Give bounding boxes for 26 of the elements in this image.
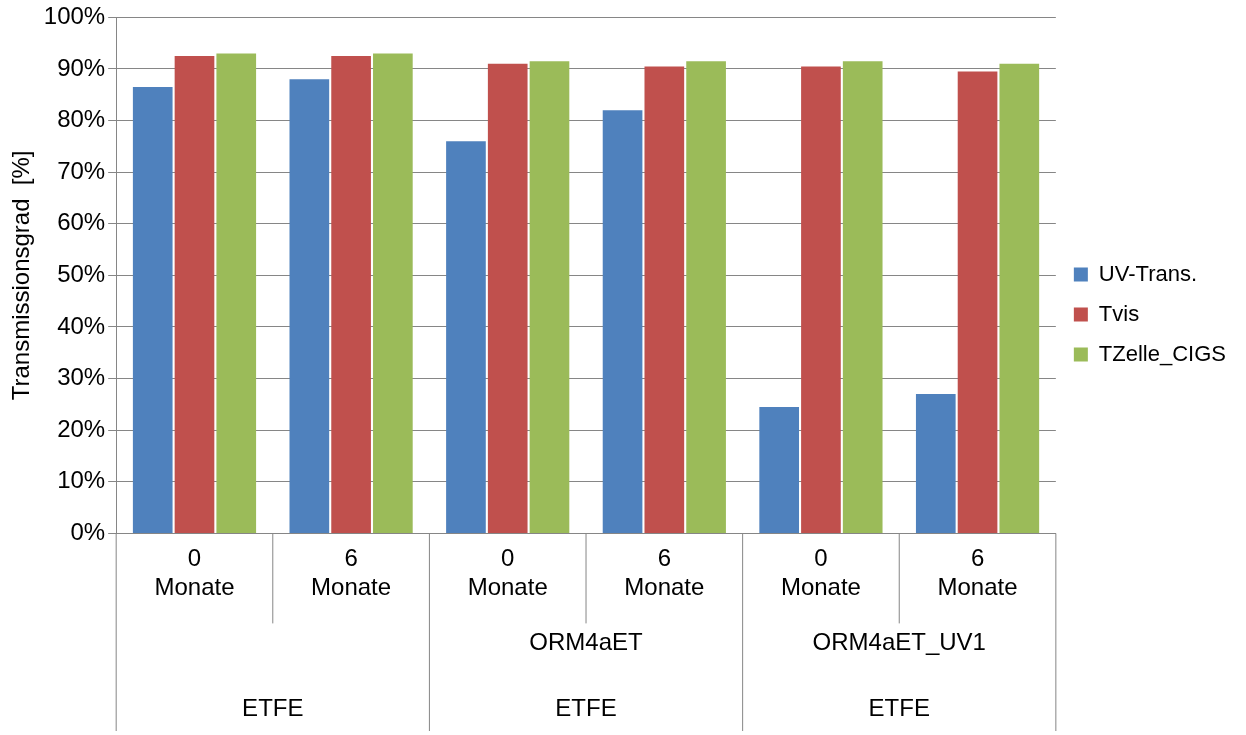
y-tick-label: 10% [57, 466, 106, 494]
y-tick-label: 100% [43, 2, 106, 30]
x-tick-label: 6 Monate [311, 544, 392, 601]
y-tick-label: 90% [57, 53, 106, 81]
y-tick-label: 20% [57, 414, 106, 442]
text: ORM4aET_UV1 [812, 628, 986, 656]
x-tick-label: 0 Monate [154, 544, 235, 601]
text: ORM4aET [529, 628, 644, 656]
legend-label: UV-Trans. [1098, 260, 1198, 286]
y-tick-label: 0% [70, 518, 106, 546]
text: ETFE [868, 694, 930, 722]
text: ETFE [555, 694, 617, 722]
text: ETFE [242, 694, 304, 722]
legend-label: Tvis [1098, 300, 1140, 326]
y-tick-label: 40% [57, 311, 106, 339]
legend-label: TZelle_CIGS [1098, 340, 1227, 366]
y-tick-label: 50% [57, 260, 106, 288]
y-tick-label: 70% [57, 156, 106, 184]
x-tick-label: 6 Monate [624, 544, 705, 601]
y-axis-title: Transmissionsgrad [%] [7, 150, 35, 401]
x-tick-label: 0 Monate [467, 544, 548, 601]
x-tick-label: 0 Monate [780, 544, 861, 601]
x-tick-label: 6 Monate [937, 544, 1018, 601]
y-tick-label: 80% [57, 105, 106, 133]
y-tick-label: 60% [57, 208, 106, 236]
y-tick-label: 30% [57, 363, 106, 391]
